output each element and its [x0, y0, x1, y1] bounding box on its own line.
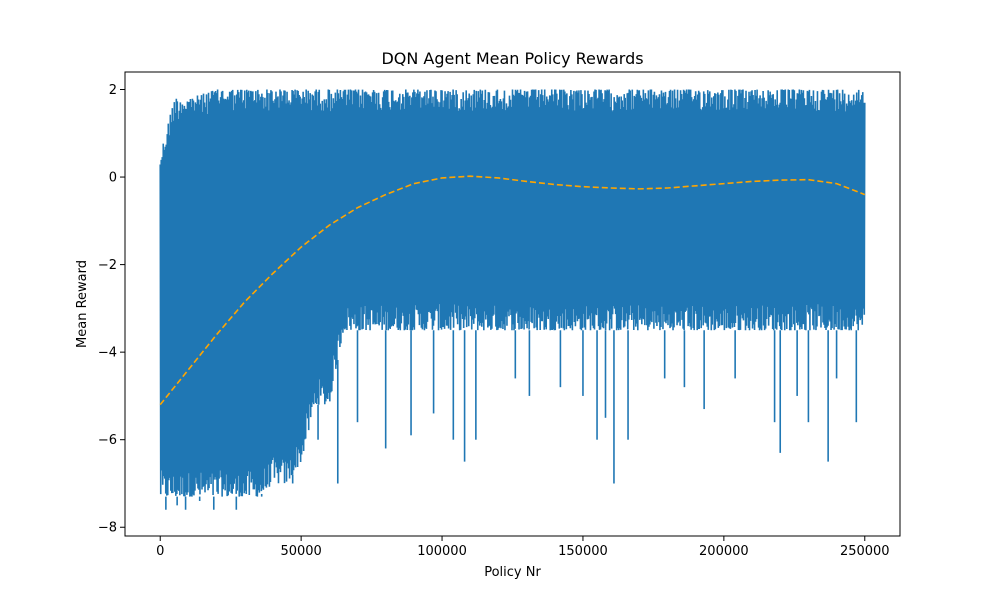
series-layer [159, 89, 866, 510]
x-tick-label: 50000 [280, 544, 321, 559]
plot-frame [124, 71, 901, 537]
y-tick-label: −8 [98, 521, 117, 536]
trend-line [159, 175, 866, 406]
x-axis: 0 50000 100000 150000 200000 250000 [156, 536, 890, 559]
chart-title: DQN Agent Mean Policy Rewards [381, 49, 643, 68]
y-axis: 2 0 −2 −4 −6 −8 [98, 83, 125, 536]
series-line [159, 89, 866, 497]
x-tick-label: 150000 [558, 544, 608, 559]
x-tick-label: 0 [156, 544, 164, 559]
y-tick-label: −4 [98, 346, 117, 361]
plot-area [124, 71, 901, 537]
y-tick-label: −2 [98, 258, 117, 273]
x-tick-label: 100000 [417, 544, 467, 559]
x-axis-title: Policy Nr [484, 565, 541, 580]
y-tick-label: 0 [109, 171, 117, 186]
x-tick-label: 200000 [699, 544, 749, 559]
y-tick-label: 2 [109, 83, 117, 98]
x-tick-label: 250000 [840, 544, 890, 559]
y-axis-title: Mean Reward [75, 260, 90, 348]
y-tick-label: −6 [98, 433, 117, 448]
